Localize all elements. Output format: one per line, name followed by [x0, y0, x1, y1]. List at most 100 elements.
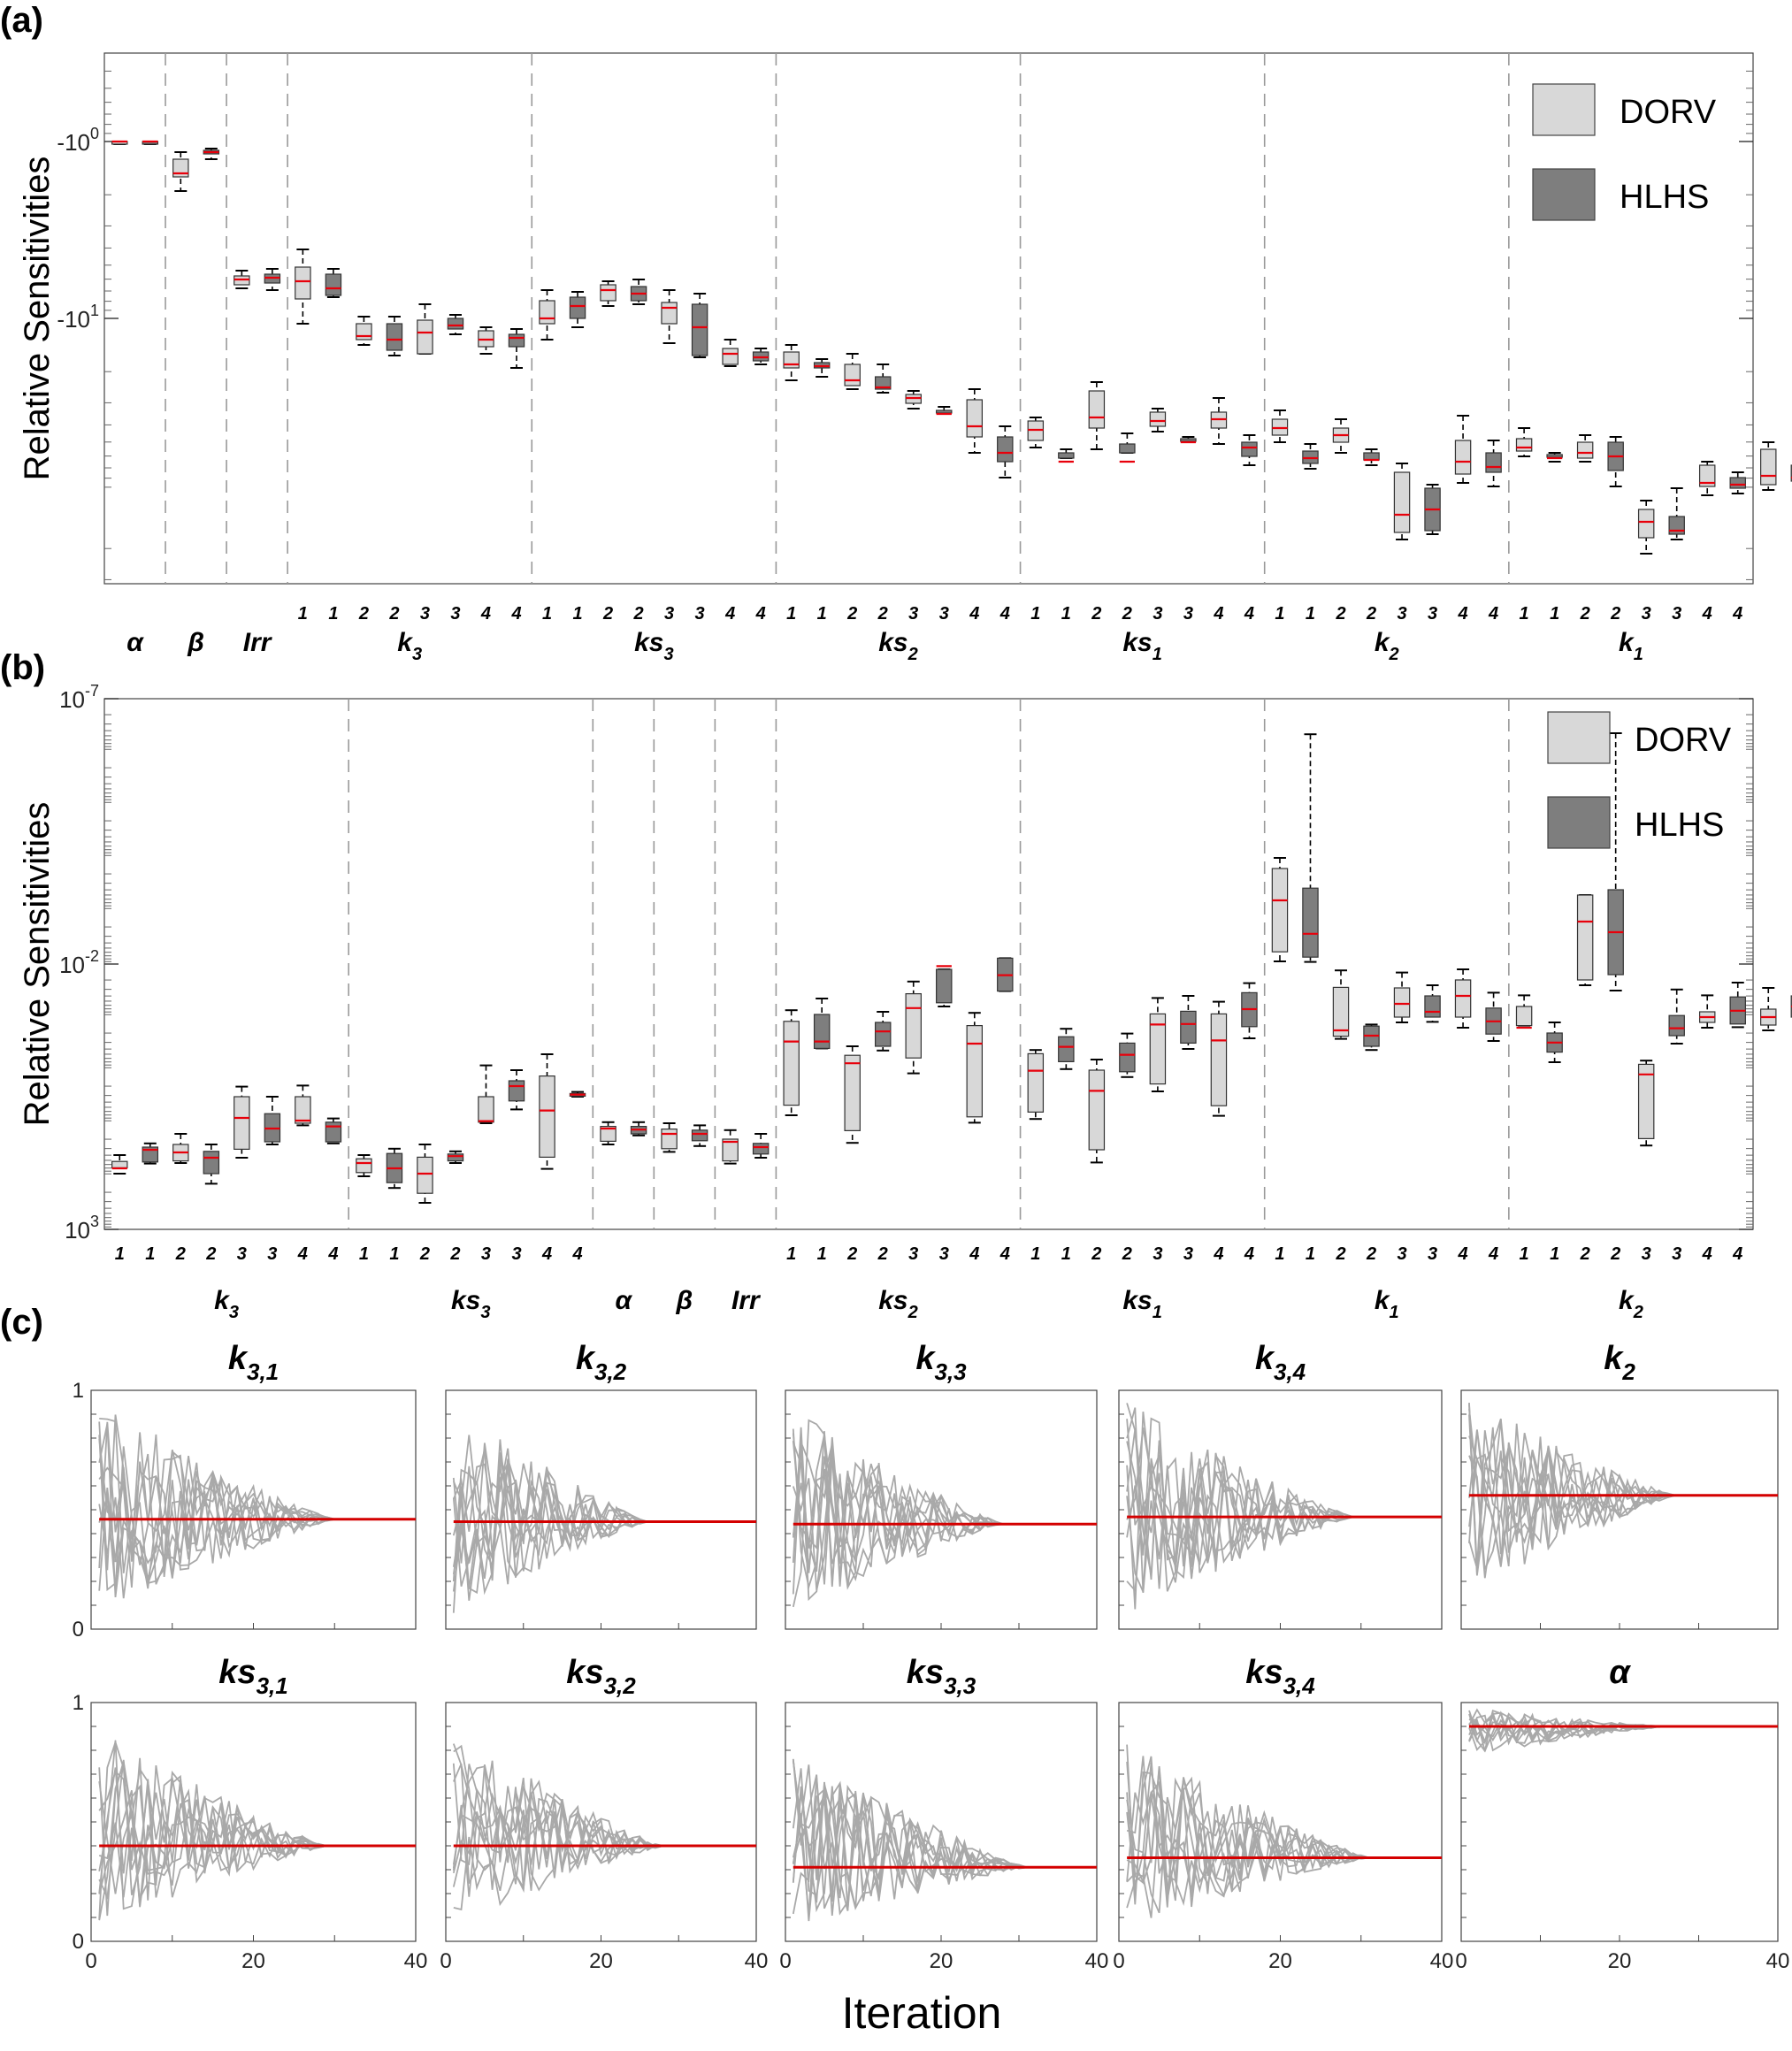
- subplot-title-k32: k3,2: [576, 1340, 627, 1385]
- a-group-label-irr: Irr: [243, 628, 273, 657]
- xtick-label: 40: [404, 1949, 428, 1973]
- trajectory-line: [1468, 1402, 1675, 1575]
- a-box-dorv: [417, 319, 433, 355]
- trajectory-line: [98, 1762, 327, 1921]
- a-box-tick-label: 2: [1366, 604, 1376, 624]
- b-box-dorv: [1027, 1052, 1045, 1114]
- a-box-dorv: [356, 323, 372, 341]
- xtick-label: 0: [1455, 1949, 1467, 1973]
- a-box-hlhs: [1119, 443, 1136, 454]
- panel-label-b: (b): [0, 648, 45, 687]
- b-box-hlhs: [203, 1151, 220, 1175]
- xtick-label: 20: [1268, 1949, 1292, 1973]
- b-box-tick-label: 1: [1550, 1244, 1559, 1264]
- a-box-hlhs: [1485, 452, 1502, 473]
- a-box-hlhs: [1241, 441, 1258, 457]
- a-group-label-ks1: ks1: [1122, 628, 1162, 664]
- a-box-tick-label: 2: [1610, 604, 1620, 624]
- b-box-tick-label: 2: [449, 1244, 460, 1264]
- subplot-frame: [1118, 1389, 1443, 1630]
- trajectory-line: [452, 1443, 648, 1564]
- b-box-dorv: [1393, 987, 1411, 1018]
- a-box-tick-label: 2: [1091, 604, 1101, 624]
- a-box-tick-label: 3: [664, 604, 674, 624]
- trajectory-line: [452, 1460, 648, 1596]
- b-y-axis-label: Relative Sensitivities: [18, 802, 57, 1127]
- b-box-dorv: [1149, 1013, 1167, 1085]
- b-box-dorv: [1515, 1006, 1533, 1027]
- xtick-label: 40: [745, 1949, 769, 1973]
- a-box-hlhs: [325, 273, 342, 296]
- a-box-tick-label: 4: [1213, 604, 1223, 624]
- trajectory-line: [792, 1759, 1027, 1913]
- a-box-tick-label: 3: [450, 604, 460, 624]
- panel-label-a: (a): [0, 1, 43, 40]
- xtick-label: 20: [1608, 1949, 1632, 1973]
- b-box-tick-label: 1: [1275, 1244, 1284, 1264]
- a-box-tick-label: 1: [1275, 604, 1284, 624]
- b-box-dorv: [478, 1096, 494, 1123]
- trajectory-line: [452, 1458, 648, 1572]
- b-box-tick-label: 2: [1580, 1244, 1590, 1264]
- a-box-hlhs: [691, 303, 708, 356]
- a-box-hlhs: [874, 376, 892, 390]
- b-box-tick-label: 1: [389, 1244, 399, 1264]
- a-box-tick-label: 1: [1550, 604, 1559, 624]
- a-box-dorv: [1698, 464, 1716, 487]
- a-box-dorv: [1576, 441, 1594, 459]
- a-box-tick-label: 1: [542, 604, 552, 624]
- xtick-label: 40: [1430, 1949, 1454, 1973]
- ytick-label: 1: [73, 1691, 84, 1715]
- subplot-title-k33: k3,3: [915, 1340, 967, 1385]
- b-plot-frame: [103, 698, 1754, 1230]
- a-group-label-k2: k2: [1375, 628, 1399, 664]
- xtick-label: 20: [241, 1949, 265, 1973]
- b-box-tick-label: 2: [1366, 1244, 1376, 1264]
- b-box-tick-label: 3: [1428, 1244, 1437, 1264]
- b-box-tick-label: 1: [1030, 1244, 1040, 1264]
- a-box-tick-label: 3: [1397, 604, 1406, 624]
- b-box-tick-label: 3: [1183, 1244, 1193, 1264]
- a-box-tick-label: 4: [724, 604, 735, 624]
- a-box-dorv: [295, 266, 311, 300]
- a-box-hlhs: [1363, 452, 1380, 461]
- b-box-tick-label: 2: [1610, 1244, 1620, 1264]
- b-group-label-irr: Irr: [731, 1286, 762, 1315]
- a-box-hlhs: [1729, 477, 1746, 489]
- xtick-label: 0: [779, 1949, 791, 1973]
- b-box-tick-label: 4: [1488, 1244, 1498, 1264]
- a-box-tick-label: 4: [1244, 604, 1254, 624]
- b-box-hlhs: [1302, 887, 1319, 958]
- trajectory-line: [1126, 1407, 1353, 1593]
- a-box-tick-label: 1: [817, 604, 827, 624]
- a-box-tick-label: 2: [633, 604, 644, 624]
- a-box-dorv: [1760, 448, 1777, 486]
- trajectory-line: [1468, 1718, 1667, 1742]
- trajectory-line: [792, 1419, 1004, 1608]
- a-box-tick-label: 2: [877, 604, 888, 624]
- b-box-tick-label: 1: [817, 1244, 827, 1264]
- b-box-dorv: [905, 992, 922, 1059]
- a-group-label-ks3: ks3: [634, 628, 674, 664]
- b-box-dorv: [1576, 894, 1594, 981]
- a-box-tick-label: 4: [510, 604, 521, 624]
- trajectory-line: [98, 1423, 335, 1598]
- a-box-dorv: [1393, 471, 1411, 533]
- b-box-tick-label: 1: [1061, 1244, 1071, 1264]
- b-group-label-alpha: α: [616, 1286, 633, 1315]
- xtick-label: 0: [1113, 1949, 1124, 1973]
- b-ytick-label: 103: [65, 1213, 99, 1244]
- b-box-tick-label: 3: [481, 1244, 491, 1264]
- subplot-k33: k3,3: [785, 1340, 1098, 1630]
- a-group-label-alpha: α: [126, 628, 144, 657]
- trajectory-line: [792, 1795, 1028, 1922]
- b-legend-dorv-label: DORV: [1635, 722, 1732, 759]
- b-box-dorv: [783, 1021, 800, 1106]
- a-box-tick-label: 4: [1458, 604, 1468, 624]
- a-box-tick-label: 2: [846, 604, 857, 624]
- b-box-hlhs: [508, 1080, 525, 1102]
- b-box-hlhs: [874, 1022, 892, 1047]
- b-group-label-k3: k3: [214, 1286, 239, 1322]
